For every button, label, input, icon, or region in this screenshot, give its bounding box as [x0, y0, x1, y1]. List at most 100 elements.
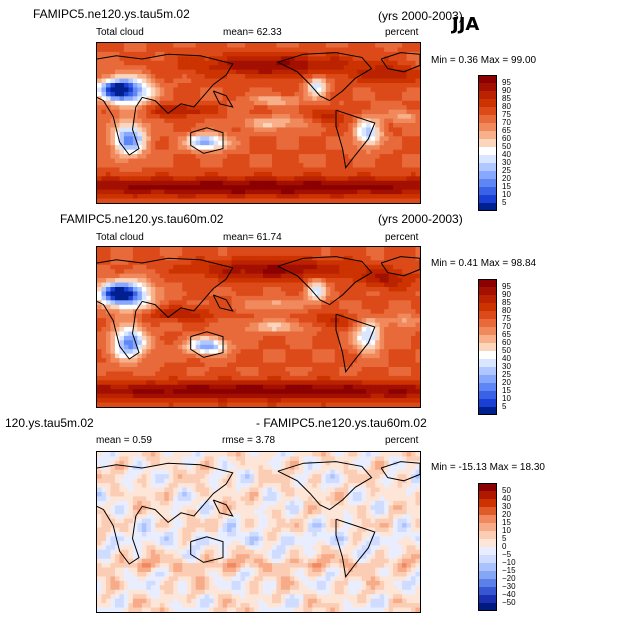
panel2-field-label: Total cloud — [96, 232, 144, 243]
coastline — [190, 331, 224, 358]
colorbar-label: 20 — [502, 510, 511, 519]
colorbar-cell — [478, 171, 497, 179]
panel2-units: percent — [385, 232, 419, 243]
colorbar-label: 30 — [502, 158, 511, 167]
colorbar-cell — [478, 515, 497, 523]
colorbar-cell — [478, 603, 497, 611]
coastline — [335, 109, 376, 170]
colorbar-cell — [478, 83, 497, 91]
panel1-field-label: Total cloud — [96, 27, 144, 38]
colorbar-label: 65 — [502, 330, 511, 339]
colorbar-label: 5 — [502, 534, 507, 543]
panel1-title-left: FAMIPC5.ne120.ys.tau5m.02 — [33, 7, 190, 21]
colorbar-cell — [478, 555, 497, 563]
colorbar-cell — [478, 203, 497, 211]
colorbar-label: 20 — [502, 174, 511, 183]
colorbar-label: 90 — [502, 290, 511, 299]
colorbar-label: 25 — [502, 166, 511, 175]
panel1-minmax: Min = 0.36 Max = 99.00 — [431, 55, 537, 66]
colorbar-cell — [478, 507, 497, 515]
map-field-svg — [97, 247, 420, 407]
panel2-minmax: Min = 0.41 Max = 98.84 — [431, 258, 537, 269]
colorbar-label: 30 — [502, 362, 511, 371]
colorbar-label: 40 — [502, 150, 511, 159]
colorbar-cell — [478, 123, 497, 131]
colorbar-cell — [478, 139, 497, 147]
colorbar-cell — [478, 279, 497, 287]
colorbar-cell — [478, 179, 497, 187]
coastline — [335, 313, 376, 374]
colorbar-label: 70 — [502, 322, 511, 331]
colorbar-cell — [478, 499, 497, 507]
colorbar-cell — [478, 383, 497, 391]
colorbar-cell — [478, 311, 497, 319]
colorbar-cell — [478, 319, 497, 327]
colorbar-label: 15 — [502, 386, 511, 395]
panel3-mean: mean = 0.59 — [96, 435, 152, 446]
panel1-units: percent — [385, 27, 419, 38]
panel2-mean: mean= 61.74 — [223, 232, 282, 243]
colorbar-cell — [478, 587, 497, 595]
colorbar-cell — [478, 147, 497, 155]
colorbar-label: 20 — [502, 378, 511, 387]
panel2-title-left: FAMIPC5.ne120.ys.tau60m.02 — [60, 212, 224, 226]
colorbar-cell — [478, 107, 497, 115]
colorbar-cell — [478, 155, 497, 163]
colorbar-cell — [478, 407, 497, 415]
colorbar-label: −5 — [502, 550, 512, 559]
coastline — [97, 462, 234, 565]
colorbar-label: 95 — [502, 78, 511, 87]
panel1-title-right: (yrs 2000-2003) — [378, 9, 463, 23]
colorbar-label: 60 — [502, 338, 511, 347]
colorbar-label: 5 — [502, 402, 507, 411]
coastline — [212, 499, 234, 517]
panel3-units: percent — [385, 435, 419, 446]
colorbar-label: −50 — [502, 598, 516, 607]
colorbar-label: 75 — [502, 110, 511, 119]
colorbar-label: 5 — [502, 198, 507, 207]
coastline — [212, 294, 234, 312]
coastline — [380, 461, 420, 482]
colorbar-label: 80 — [502, 102, 511, 111]
colorbar-cell — [478, 563, 497, 571]
colorbar-cell — [478, 523, 497, 531]
coastline — [277, 52, 373, 102]
coastline — [97, 257, 234, 360]
colorbar-label: 65 — [502, 126, 511, 135]
map-field-svg — [97, 452, 420, 612]
panel1-map — [96, 42, 421, 204]
colorbar-label: −10 — [502, 558, 516, 567]
colorbar-cell — [478, 115, 497, 123]
colorbar-label: 0 — [502, 542, 507, 551]
season-label: JJA — [452, 14, 480, 35]
colorbar-cell — [478, 163, 497, 171]
colorbar-label: 60 — [502, 134, 511, 143]
colorbar-label: −30 — [502, 582, 516, 591]
colorbar-cell — [478, 351, 497, 359]
colorbar-label: 15 — [502, 182, 511, 191]
colorbar-label: 25 — [502, 370, 511, 379]
panel3-minmax: Min = -15.13 Max = 18.30 — [431, 462, 545, 473]
panel3-title-left: 120.ys.tau5m.02 — [5, 416, 94, 430]
colorbar-cell — [478, 335, 497, 343]
coastline — [190, 536, 224, 563]
colorbar-cell — [478, 571, 497, 579]
coastline — [277, 256, 373, 306]
colorbar-cell — [478, 491, 497, 499]
colorbar-label: −20 — [502, 574, 516, 583]
colorbar-cell — [478, 131, 497, 139]
panel2-map — [96, 246, 421, 408]
colorbar-cell — [478, 547, 497, 555]
colorbar-label: 90 — [502, 86, 511, 95]
colorbar-cell — [478, 483, 497, 491]
colorbar-label: 40 — [502, 354, 511, 363]
colorbar-cell — [478, 399, 497, 407]
colorbar-label: 10 — [502, 526, 511, 535]
colorbar-cell — [478, 187, 497, 195]
colorbar-label: 80 — [502, 306, 511, 315]
colorbar-cell — [478, 359, 497, 367]
colorbar-label: 70 — [502, 118, 511, 127]
colorbar-cell — [478, 91, 497, 99]
coastline — [277, 461, 373, 511]
map-field-svg — [97, 43, 420, 203]
